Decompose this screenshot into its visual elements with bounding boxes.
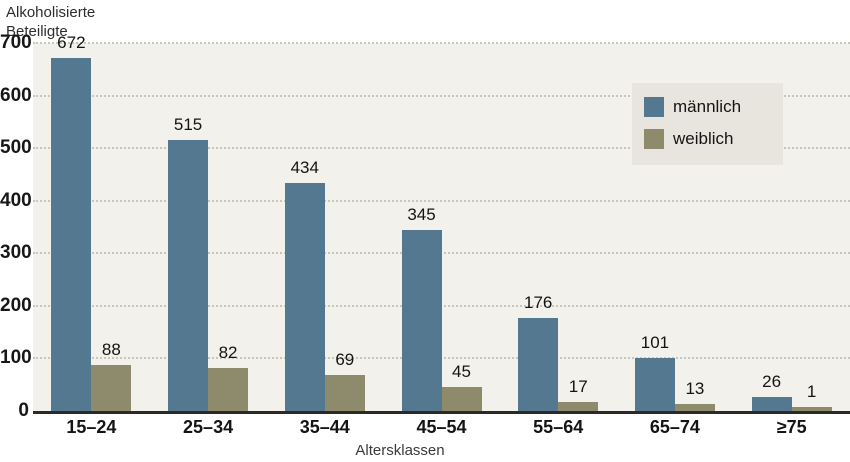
y-axis-tick-label-600: 600	[0, 84, 32, 106]
y-axis-tick-label-100: 100	[0, 347, 32, 369]
bar-männlich-15–24	[51, 57, 92, 411]
y-axis-tick-label-500: 500	[0, 137, 32, 159]
legend-item-maennlich: männlich	[644, 97, 783, 117]
x-axis-category-label-≥75: ≥75	[776, 417, 807, 437]
y-axis-tick-label-400: 400	[0, 189, 32, 211]
legend-item-weiblich: weiblich	[644, 129, 783, 149]
x-axis-category-label-45–54: 45–54	[416, 417, 467, 437]
x-axis-category-label-15–24: 15–24	[66, 417, 117, 437]
bar-value-label-männlich-25–34: 515	[173, 115, 203, 135]
bar-weiblich-65–74	[674, 404, 715, 411]
bar-männlich-45–54	[401, 229, 442, 411]
bar-männlich-25–34	[168, 140, 209, 411]
bar-weiblich-≥75	[791, 407, 832, 411]
x-axis-title: Altersklassen	[355, 442, 445, 459]
y-axis-title: Alkoholisierte Beteiligte	[6, 3, 95, 41]
bar-weiblich-25–34	[208, 367, 249, 411]
y-axis-title-line2: Beteiligte	[6, 23, 68, 40]
bar-weiblich-15–24	[91, 364, 132, 411]
gridline-500	[33, 147, 850, 150]
gridline-100	[33, 357, 850, 360]
legend-swatch-female	[644, 129, 664, 149]
legend: männlich weiblich	[632, 83, 783, 165]
x-axis-category-label-65–74: 65–74	[649, 417, 700, 437]
bar-value-label-männlich-55–64: 176	[524, 293, 553, 313]
bar-weiblich-55–64	[558, 402, 599, 411]
legend-label-female: weiblich	[673, 129, 734, 148]
bar-weiblich-45–54	[441, 387, 482, 411]
bar-männlich-55–64	[518, 318, 559, 411]
y-axis-tick-label-0: 0	[18, 400, 29, 421]
gridline-700	[33, 42, 850, 44]
bar-value-label-weiblich-45–54: 45	[452, 362, 471, 382]
gridline-200	[33, 304, 850, 307]
bar-value-label-männlich-35–44: 434	[290, 157, 319, 177]
bar-value-label-weiblich-≥75: 1	[806, 382, 817, 401]
x-axis-category-label-35–44: 35–44	[299, 417, 350, 437]
x-axis-category-label-55–64: 55–64	[533, 417, 584, 437]
bar-weiblich-35–44	[324, 374, 365, 411]
bar-value-label-weiblich-25–34: 82	[218, 342, 238, 362]
bar-value-label-männlich-≥75: 26	[762, 372, 782, 392]
bar-männlich-65–74	[634, 357, 675, 411]
legend-swatch-male	[644, 97, 664, 117]
bar-value-label-männlich-15–24: 672	[57, 32, 86, 52]
x-axis-category-label-25–34: 25–34	[183, 417, 234, 437]
bar-value-label-männlich-65–74: 101	[640, 332, 670, 352]
gridline-400	[33, 199, 850, 202]
bar-value-label-weiblich-55–64: 17	[568, 377, 588, 397]
x-axis-line	[33, 411, 850, 414]
bar-männlich-35–44	[284, 182, 325, 411]
bar-männlich-≥75	[751, 397, 792, 411]
bar-value-label-weiblich-35–44: 69	[335, 349, 355, 369]
bar-value-label-männlich-45–54: 345	[407, 204, 436, 224]
bar-value-label-weiblich-65–74: 13	[685, 379, 705, 399]
y-axis-tick-label-700: 700	[0, 32, 32, 53]
gridline-600	[33, 94, 850, 97]
y-axis-tick-label-200: 200	[0, 294, 32, 316]
gridline-300	[33, 252, 850, 255]
y-axis-tick-label-300: 300	[0, 242, 32, 264]
bar-value-label-weiblich-15–24: 88	[101, 339, 121, 359]
legend-label-male: männlich	[673, 97, 742, 116]
y-axis-title-line1: Alkoholisierte	[6, 4, 96, 21]
